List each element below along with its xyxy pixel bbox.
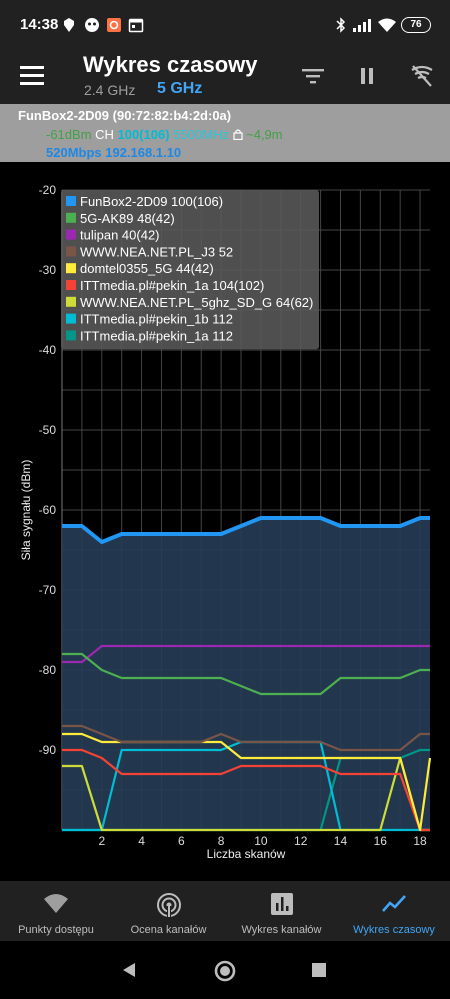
legend-label: 5G-AK89 48(42) (80, 211, 175, 226)
series-line (62, 724, 430, 752)
series-line (62, 652, 430, 696)
legend-label: FunBox2-2D09 100(106) (80, 194, 223, 209)
x-tick-label: 2 (98, 834, 105, 848)
x-tick-label: 4 (138, 834, 145, 848)
status-bar: 14:38 76 (0, 0, 450, 52)
legend-swatch (66, 246, 76, 257)
y-tick-label: -80 (39, 663, 57, 677)
y-axis-label: Siła sygnału (dBm) (19, 460, 33, 561)
series-line (62, 516, 430, 544)
y-tick-label: -40 (39, 343, 57, 357)
back-icon[interactable] (121, 962, 137, 978)
legend-box (61, 190, 319, 350)
legend-swatch (66, 229, 76, 240)
app-bar: Wykres czasowy 2.4 GHz 5 GHz (0, 52, 450, 104)
legend-label: ITTmedia.pl#pekin_1a 112 (80, 328, 233, 343)
series-line (62, 756, 430, 832)
series-line (62, 748, 430, 832)
battery-icon: 76 (401, 17, 431, 33)
x-tick-label: 16 (374, 834, 388, 848)
calendar-icon (128, 18, 144, 33)
connection-details: -61dBm CH 100(106) 5500MHz ~4,9m (46, 127, 283, 142)
nav-channel-graph[interactable]: Wykres kanałów (225, 881, 338, 941)
distance-value: ~4,9m (246, 127, 283, 142)
line-chart-icon (382, 895, 406, 912)
y-tick-label: -30 (39, 263, 57, 277)
legend-swatch (66, 212, 76, 223)
legend-label: ITTmedia.pl#pekin_1b 112 (80, 312, 233, 327)
legend-label: WWW.NEA.NET.PL_J3 52 (80, 244, 233, 259)
nav-label: Ocena kanałów (130, 924, 207, 936)
time-graph-svg: -20 -30 -40 -50 -60 -70 -80 -90 2 4 6 8 10 12 14 16 18 Si… (19, 183, 432, 861)
home-icon[interactable] (214, 960, 236, 982)
y-tick-label: -90 (39, 743, 57, 757)
connection-ssid: FunBox2-2D09 (90:72:82:b4:2d:0a) (18, 108, 232, 123)
wifi-icon (378, 18, 396, 32)
signal-strength: -61dBm (46, 127, 92, 142)
lock-icon (232, 129, 243, 141)
bluetooth-icon (336, 17, 346, 33)
nav-label: Punkty dostępu (18, 924, 94, 936)
wifi-icon (44, 894, 68, 913)
nav-access-points[interactable]: Punkty dostępu (0, 881, 112, 941)
signal-rings-icon (157, 893, 181, 918)
legend-swatch (66, 263, 76, 274)
channel-label: CH (95, 127, 114, 142)
legend-label: WWW.NEA.NET.PL_5ghz_SD_G 64(62) (80, 295, 313, 310)
wifi-scan-icon[interactable] (408, 62, 436, 90)
legend-label: ITTmedia.pl#pekin_1a 104(102) (80, 278, 264, 293)
carrier-icon (64, 18, 74, 32)
bottom-nav: Punkty dostępu Ocena kanałów Wykres kana… (0, 881, 450, 941)
y-tick-label: -50 (39, 423, 57, 437)
legend-swatch (66, 296, 76, 307)
y-tick-label: -70 (39, 583, 57, 597)
band-5ghz-tab[interactable]: 5 GHz (157, 80, 203, 97)
filter-icon[interactable] (299, 62, 327, 90)
nav-label: Wykres czasowy (353, 924, 435, 936)
menu-icon[interactable] (20, 66, 44, 86)
legend-label: tulipan 40(42) (80, 228, 160, 243)
nav-label: Wykres kanałów (241, 924, 322, 936)
app-icon (107, 18, 121, 32)
legend-swatch (66, 280, 76, 290)
notification-icon (85, 18, 99, 32)
page-title: Wykres czasowy (83, 52, 258, 77)
y-tick-label: -20 (39, 183, 57, 197)
legend-swatch (66, 313, 76, 324)
band-2-4ghz-tab[interactable]: 2.4 GHz (84, 82, 136, 98)
signal-icon (353, 19, 371, 32)
legend-swatch (66, 196, 76, 206)
recents-icon[interactable] (312, 963, 326, 977)
status-time: 14:38 (20, 16, 59, 33)
legend-swatch (66, 330, 76, 341)
nav-channel-rating[interactable]: Ocena kanałów (112, 881, 225, 941)
x-axis-label: Liczba skanów (207, 847, 286, 861)
bar-chart-icon (271, 893, 293, 915)
time-graph: -20 -30 -40 -50 -60 -70 -80 -90 2 4 6 8 10 12 14 16 18 Si… (0, 162, 450, 881)
series-line (62, 644, 430, 664)
legend-label: domtel0355_5G 44(42) (80, 261, 214, 276)
x-tick-label: 10 (254, 834, 268, 848)
x-tick-label: 6 (178, 834, 185, 848)
x-tick-label: 12 (294, 834, 308, 848)
pause-icon[interactable] (353, 62, 381, 90)
frequency-value: 5500MHz (173, 127, 229, 142)
speed-ip: 520Mbps 192.168.1.10 (46, 145, 182, 160)
series-area (62, 518, 430, 830)
connection-info: FunBox2-2D09 (90:72:82:b4:2d:0a) -61dBm … (0, 104, 450, 162)
channel-value: 100(106) (117, 127, 170, 142)
system-nav-bar (0, 941, 450, 999)
nav-time-graph[interactable]: Wykres czasowy (338, 881, 450, 941)
y-tick-label: -60 (39, 503, 57, 517)
x-tick-label: 8 (218, 834, 225, 848)
x-tick-label: 14 (334, 834, 348, 848)
x-tick-label: 18 (413, 834, 427, 848)
